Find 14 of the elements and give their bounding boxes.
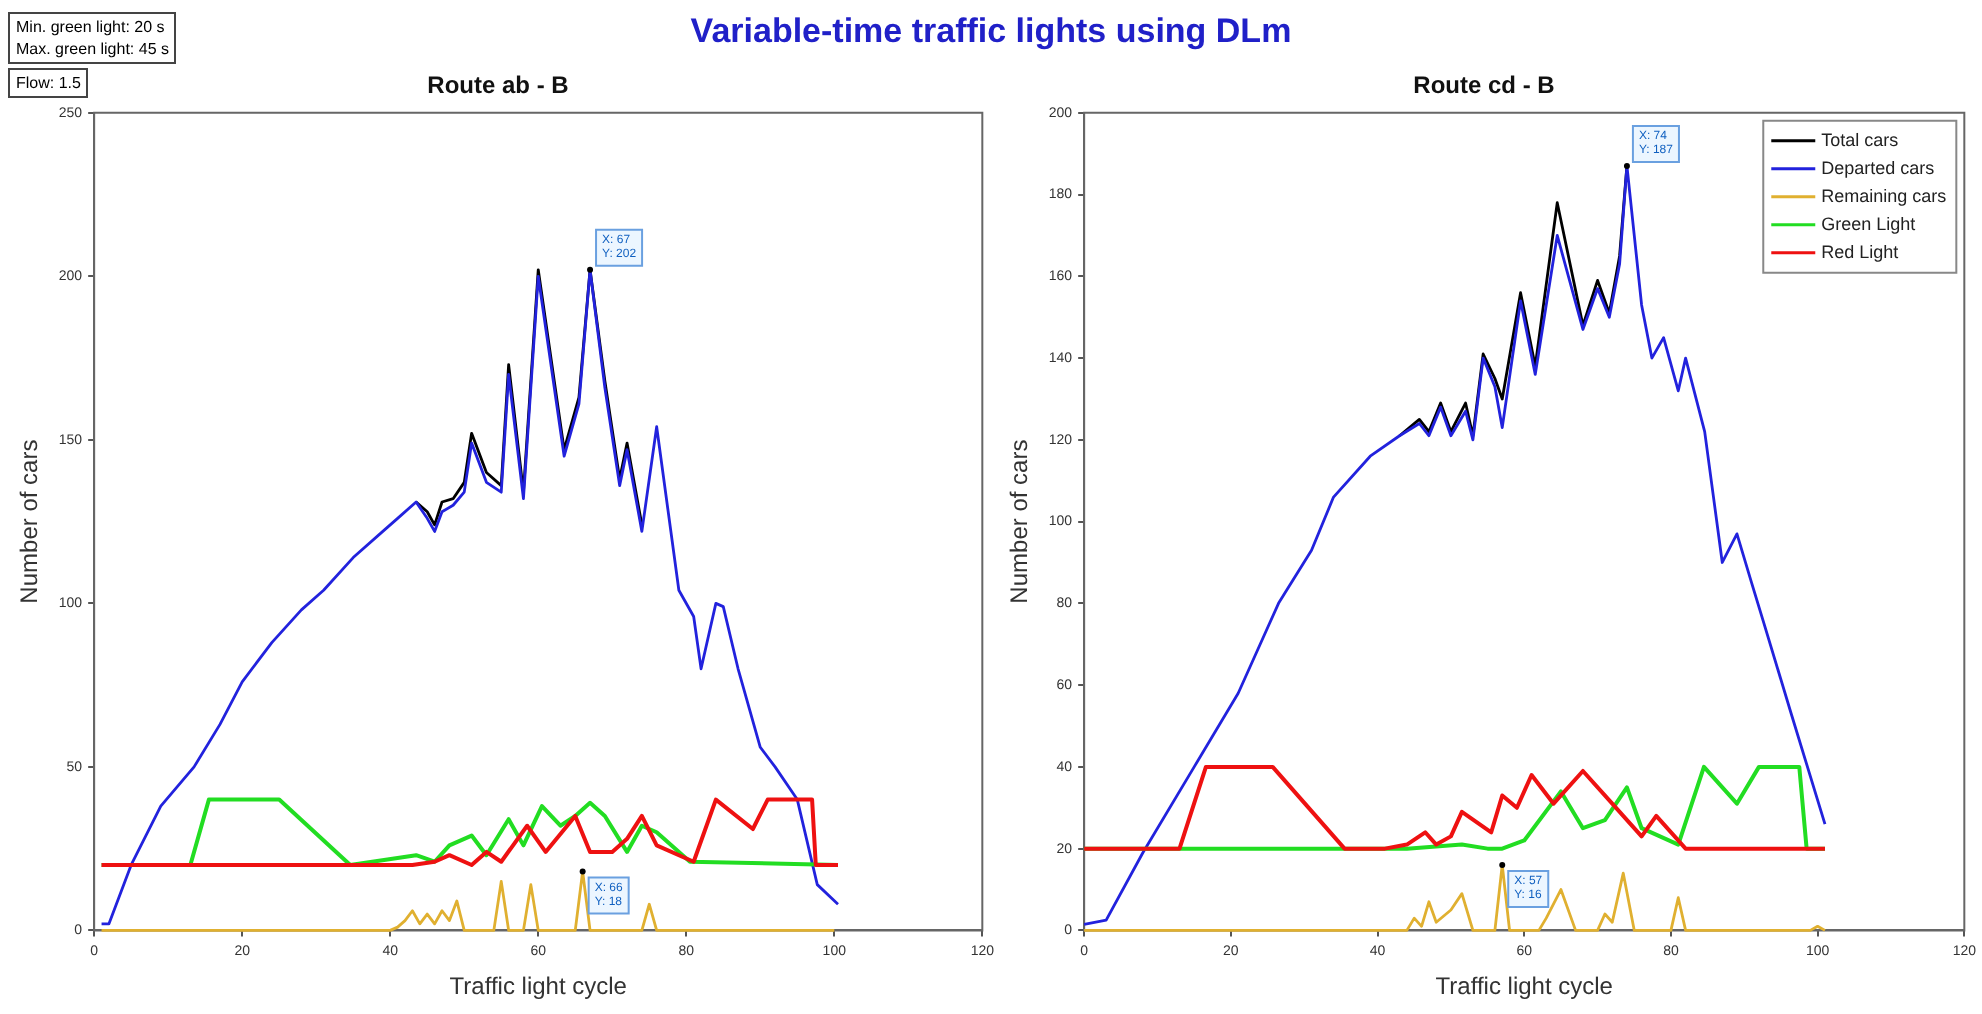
- legend-label: Remaining cars: [1821, 185, 1948, 206]
- text: Flow: 1.5: [8, 68, 89, 98]
- y-axis-title: Number of cars: [1005, 439, 1034, 604]
- chart-title: Route cd - B: [1413, 71, 1556, 100]
- text: Variable-time traffic lights using DLm: [690, 12, 1292, 50]
- x-axis-title: Traffic light cycle: [449, 972, 628, 1001]
- legend-label: Red Light: [1821, 241, 1900, 262]
- legend-label: Departed cars: [1821, 157, 1936, 178]
- x-axis-title: Traffic light cycle: [1435, 972, 1614, 1001]
- legend-label: Green Light: [1821, 213, 1917, 234]
- legend-label: Total cars: [1821, 129, 1900, 150]
- chart-title: Route ab - B: [427, 71, 570, 100]
- text: Min. green light: 20 s Max. green light: 45 s: [8, 12, 177, 64]
- y-axis-title: Number of cars: [15, 439, 44, 604]
